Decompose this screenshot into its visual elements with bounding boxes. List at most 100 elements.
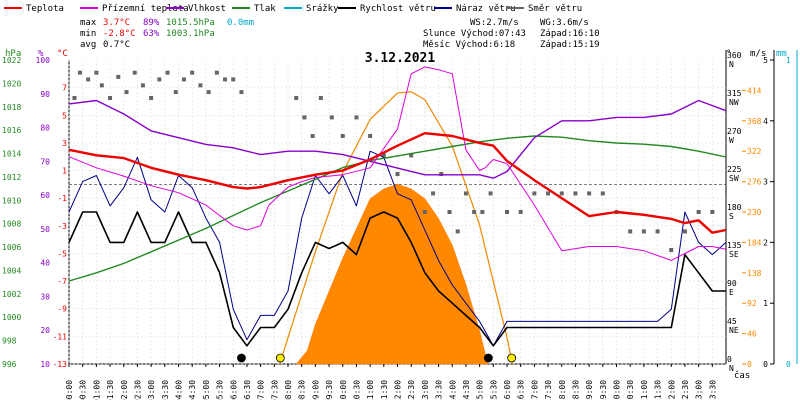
temperature-tick-label: 5 — [62, 111, 67, 120]
wind-speed-tick-label: 1 — [763, 299, 768, 308]
wind-direction-point — [140, 83, 145, 88]
stats-min-temp: -2.8°C — [103, 29, 136, 39]
x-tick-label: 12:00 — [394, 380, 403, 400]
solar-radiation-area — [295, 183, 489, 365]
wind-direction-point — [368, 134, 373, 138]
pressure-tick-label: 1016 — [2, 126, 21, 135]
rain-tick-label: 1 — [786, 56, 791, 65]
wind-direction-point — [198, 83, 203, 88]
x-tick-label: 16:30 — [517, 380, 526, 400]
x-tick-label: 13:30 — [435, 380, 444, 400]
x-tick-label: 10:30 — [352, 380, 361, 400]
x-tick-label: 20:00 — [613, 380, 622, 400]
wind-direction-point — [559, 191, 564, 196]
x-tick-label: 14:30 — [462, 380, 471, 400]
pressure-tick-label: 1012 — [2, 173, 21, 182]
direction-tick-label: 180 — [727, 203, 742, 212]
wind-direction-point — [641, 229, 646, 234]
wind-direction-point — [439, 172, 444, 176]
x-tick-label: 23:30 — [708, 380, 717, 400]
wind-direction-point — [77, 70, 82, 75]
wind-direction-point — [99, 83, 104, 88]
humidity-tick-label: 90 — [40, 90, 50, 99]
wind-direction-point — [318, 96, 323, 100]
x-tick-label: 03:00 — [147, 380, 156, 400]
temperature-tick-label: -3 — [57, 222, 67, 231]
wind-speed-tick-label: 2 — [763, 238, 768, 247]
pressure-tick-label: 1004 — [2, 266, 21, 275]
legend-label-srazky: Srážky — [306, 4, 339, 14]
temperature-tick-label: 1 — [62, 167, 67, 176]
wind-direction-point — [409, 153, 414, 158]
solar-tick-label: 138 — [747, 269, 762, 278]
wind-direction-point — [165, 70, 170, 75]
wind-direction-point — [340, 134, 345, 138]
wind-direction-point — [294, 96, 299, 100]
legend-label-prizemni: Přízemní teplota — [102, 4, 189, 14]
wind-direction-point — [108, 96, 113, 100]
x-tick-label: 16:00 — [503, 380, 512, 400]
wind-direction-point — [94, 70, 99, 75]
x-tick-label: 04:30 — [188, 380, 197, 400]
direction-name-label: SW — [729, 174, 739, 183]
wind-direction-point — [480, 210, 485, 214]
series-teplota — [68, 132, 727, 234]
temperature-tick-label: -7 — [57, 277, 67, 286]
moon-marker — [483, 353, 493, 363]
sun-marker — [275, 353, 285, 363]
direction-name-label: E — [729, 288, 734, 297]
direction-name-label: W — [729, 136, 734, 145]
x-tick-label: 10:00 — [339, 380, 348, 400]
direction-name-label: N — [729, 60, 734, 69]
stats-min-hum: 63% — [143, 29, 160, 39]
wind-direction-point — [488, 191, 493, 196]
wind-direction-point — [431, 191, 436, 196]
info-block: WS:2.7m/s WG:3.6m/s Slunce Východ:07:43 … — [423, 18, 600, 50]
wind-direction-point — [455, 229, 460, 234]
x-tick-label: 22:00 — [667, 380, 676, 400]
stats-min-press: 1003.1hPa — [166, 29, 215, 39]
wind-direction-point — [395, 172, 400, 176]
temperature-tick-label: -13 — [53, 360, 68, 369]
wind-direction-point — [669, 248, 674, 252]
stats-block: max 3.7°C 89% 1015.5hPa 0.0mm min -2.8°C… — [80, 18, 254, 50]
wind-direction-point — [600, 191, 605, 196]
x-tick-label: 02:00 — [120, 380, 129, 400]
humidity-tick-label: 20 — [40, 326, 50, 335]
moon-rise-info: Měsíc Východ:6:18 — [423, 40, 515, 50]
pressure-tick-label: 998 — [2, 337, 17, 346]
pressure-unit: hPa — [5, 49, 21, 59]
rain-unit: mm — [776, 49, 787, 59]
wind-direction-point — [422, 210, 427, 214]
x-tick-label: 14:00 — [448, 380, 457, 400]
x-tick-label: 06:30 — [243, 380, 252, 400]
x-tick-label: 09:30 — [325, 380, 334, 400]
direction-name-label: S — [729, 212, 734, 221]
pressure-tick-label: 1000 — [2, 313, 21, 322]
wind-direction-point — [587, 191, 592, 196]
direction-name-label: SE — [729, 250, 739, 259]
direction-tick-label: 135 — [727, 241, 742, 250]
wind-direction-point — [628, 229, 633, 234]
pressure-tick-label: 1006 — [2, 243, 21, 252]
temperature-tick-label: 7 — [62, 84, 67, 93]
wind-direction-point — [214, 70, 219, 75]
temperature-unit: °C — [57, 49, 68, 59]
pressure-tick-label: 1022 — [2, 56, 21, 65]
chart-title: 3.12.2021 — [365, 51, 436, 66]
wind-speed-tick-label: 0 — [763, 360, 768, 369]
wind-direction-point — [206, 90, 211, 95]
x-tick-label: 07:30 — [270, 380, 279, 400]
humidity-tick-label: 100 — [36, 56, 51, 65]
wind-direction-point — [655, 229, 660, 234]
direction-name-label: N — [729, 364, 734, 373]
direction-tick-label: 225 — [727, 165, 742, 174]
x-tick-label: 12:30 — [407, 380, 416, 400]
direction-tick-label: 90 — [727, 279, 737, 288]
stats-max-rain: 0.0mm — [227, 18, 254, 28]
wind-direction-point — [190, 70, 195, 75]
stats-avg-temp: 0.7°C — [103, 40, 130, 50]
wind-direction-point — [447, 210, 452, 214]
series-tlak — [68, 135, 727, 282]
pressure-tick-label: 1008 — [2, 220, 21, 229]
